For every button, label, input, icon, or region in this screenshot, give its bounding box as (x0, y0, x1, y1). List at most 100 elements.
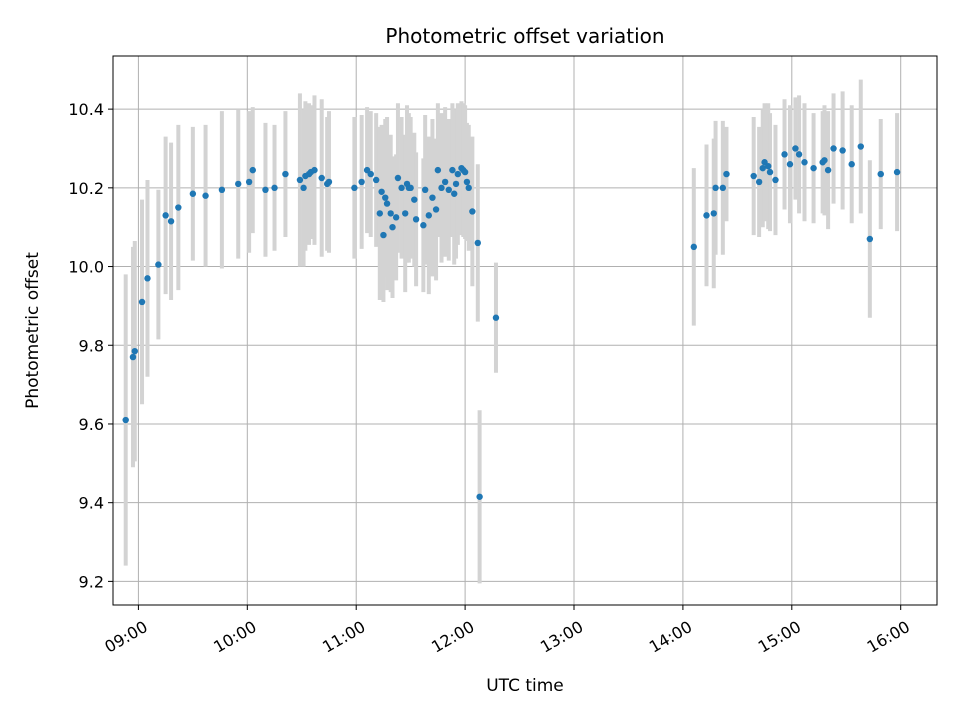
data-point (351, 184, 358, 192)
data-point (759, 164, 766, 172)
data-point (476, 493, 483, 500)
data-point (712, 184, 719, 192)
data-point (492, 314, 500, 321)
data-point (830, 145, 837, 152)
y-tick-label: 9.6 (79, 415, 104, 434)
y-tick-label: 10.0 (68, 258, 104, 277)
data-point (189, 190, 197, 197)
data-point (432, 206, 440, 213)
plot-frame (112, 55, 938, 606)
data-point (175, 204, 182, 211)
x-tick-label: 15:00 (755, 617, 804, 657)
data-point (857, 143, 864, 150)
y-tick-label: 10.2 (68, 179, 104, 198)
data-point (392, 214, 400, 221)
data-point (441, 178, 449, 186)
data-point (765, 162, 772, 170)
data-point (449, 166, 456, 174)
x-axis-ticks: 09:00 10:00 11:00 12:00 13:00 14:00 15:00 16:00 (101, 605, 913, 657)
data-point (282, 170, 289, 178)
data-point (866, 235, 874, 243)
data-point (372, 176, 380, 184)
data-point (367, 170, 374, 178)
error-bars (123, 79, 900, 584)
data-point (131, 347, 138, 355)
data-point (451, 190, 458, 197)
data-point (772, 176, 779, 184)
data-point (311, 166, 318, 174)
data-point (810, 164, 817, 172)
data-point (690, 243, 697, 251)
data-point (877, 170, 884, 178)
data-point (412, 216, 420, 223)
x-axis-label: UTC time (486, 676, 564, 696)
data-point (382, 194, 389, 201)
data-point (425, 212, 433, 219)
data-point (402, 210, 409, 217)
data-point (766, 168, 774, 176)
data-point (318, 174, 325, 182)
chart-title: Photometric offset variation (385, 24, 664, 48)
data-point (452, 180, 460, 188)
data-point (380, 231, 387, 239)
data-point (407, 184, 414, 192)
data-point (445, 186, 452, 194)
y-tick-label: 9.8 (79, 336, 104, 355)
data-point (155, 261, 162, 268)
data-point (750, 172, 757, 180)
data-point (461, 168, 469, 176)
data-point (202, 192, 209, 199)
data-point (839, 147, 846, 154)
data-point (710, 210, 717, 217)
data-point (893, 168, 901, 176)
data-point (420, 222, 427, 229)
data-point (398, 184, 405, 192)
data-point (429, 194, 436, 201)
x-tick-label: 09:00 (101, 617, 150, 657)
data-point (167, 218, 175, 225)
data-point (138, 298, 146, 306)
data-point (703, 212, 710, 219)
data-point (474, 239, 482, 247)
data-point (469, 208, 476, 215)
data-point (824, 166, 832, 174)
x-tick-label: 16:00 (864, 617, 913, 657)
data-point (129, 353, 137, 361)
data-point (723, 170, 730, 178)
data-point (235, 180, 242, 188)
data-point (245, 178, 253, 186)
y-tick-label: 9.4 (79, 494, 104, 513)
y-tick-label: 10.4 (68, 100, 104, 119)
data-point (848, 161, 855, 168)
data-point (383, 200, 391, 207)
data-point (801, 159, 808, 166)
x-tick-label: 10:00 (210, 617, 259, 657)
data-point (755, 178, 763, 186)
data-point (376, 210, 384, 217)
data-point (438, 184, 445, 192)
data-point (387, 210, 394, 217)
data-point (358, 178, 365, 186)
data-point (465, 184, 472, 192)
data-point (389, 223, 396, 231)
data-point (421, 186, 429, 194)
data-point (411, 196, 418, 203)
data-point (162, 212, 169, 219)
data-points (122, 143, 901, 500)
data-point (821, 157, 828, 164)
data-point (719, 184, 727, 192)
data-point (792, 145, 799, 152)
x-tick-label: 13:00 (537, 617, 586, 657)
data-point (144, 275, 151, 282)
data-point (394, 174, 402, 182)
data-point (262, 186, 269, 194)
data-point (296, 176, 304, 184)
data-point (378, 188, 385, 195)
y-axis-label: Photometric offset (23, 252, 43, 409)
data-point (786, 161, 794, 168)
data-point (122, 416, 129, 424)
y-tick-label: 9.2 (79, 572, 104, 591)
data-point (781, 151, 788, 158)
y-axis-ticks: 9.2 9.4 9.6 9.8 10.0 10.2 10.4 (68, 100, 113, 591)
